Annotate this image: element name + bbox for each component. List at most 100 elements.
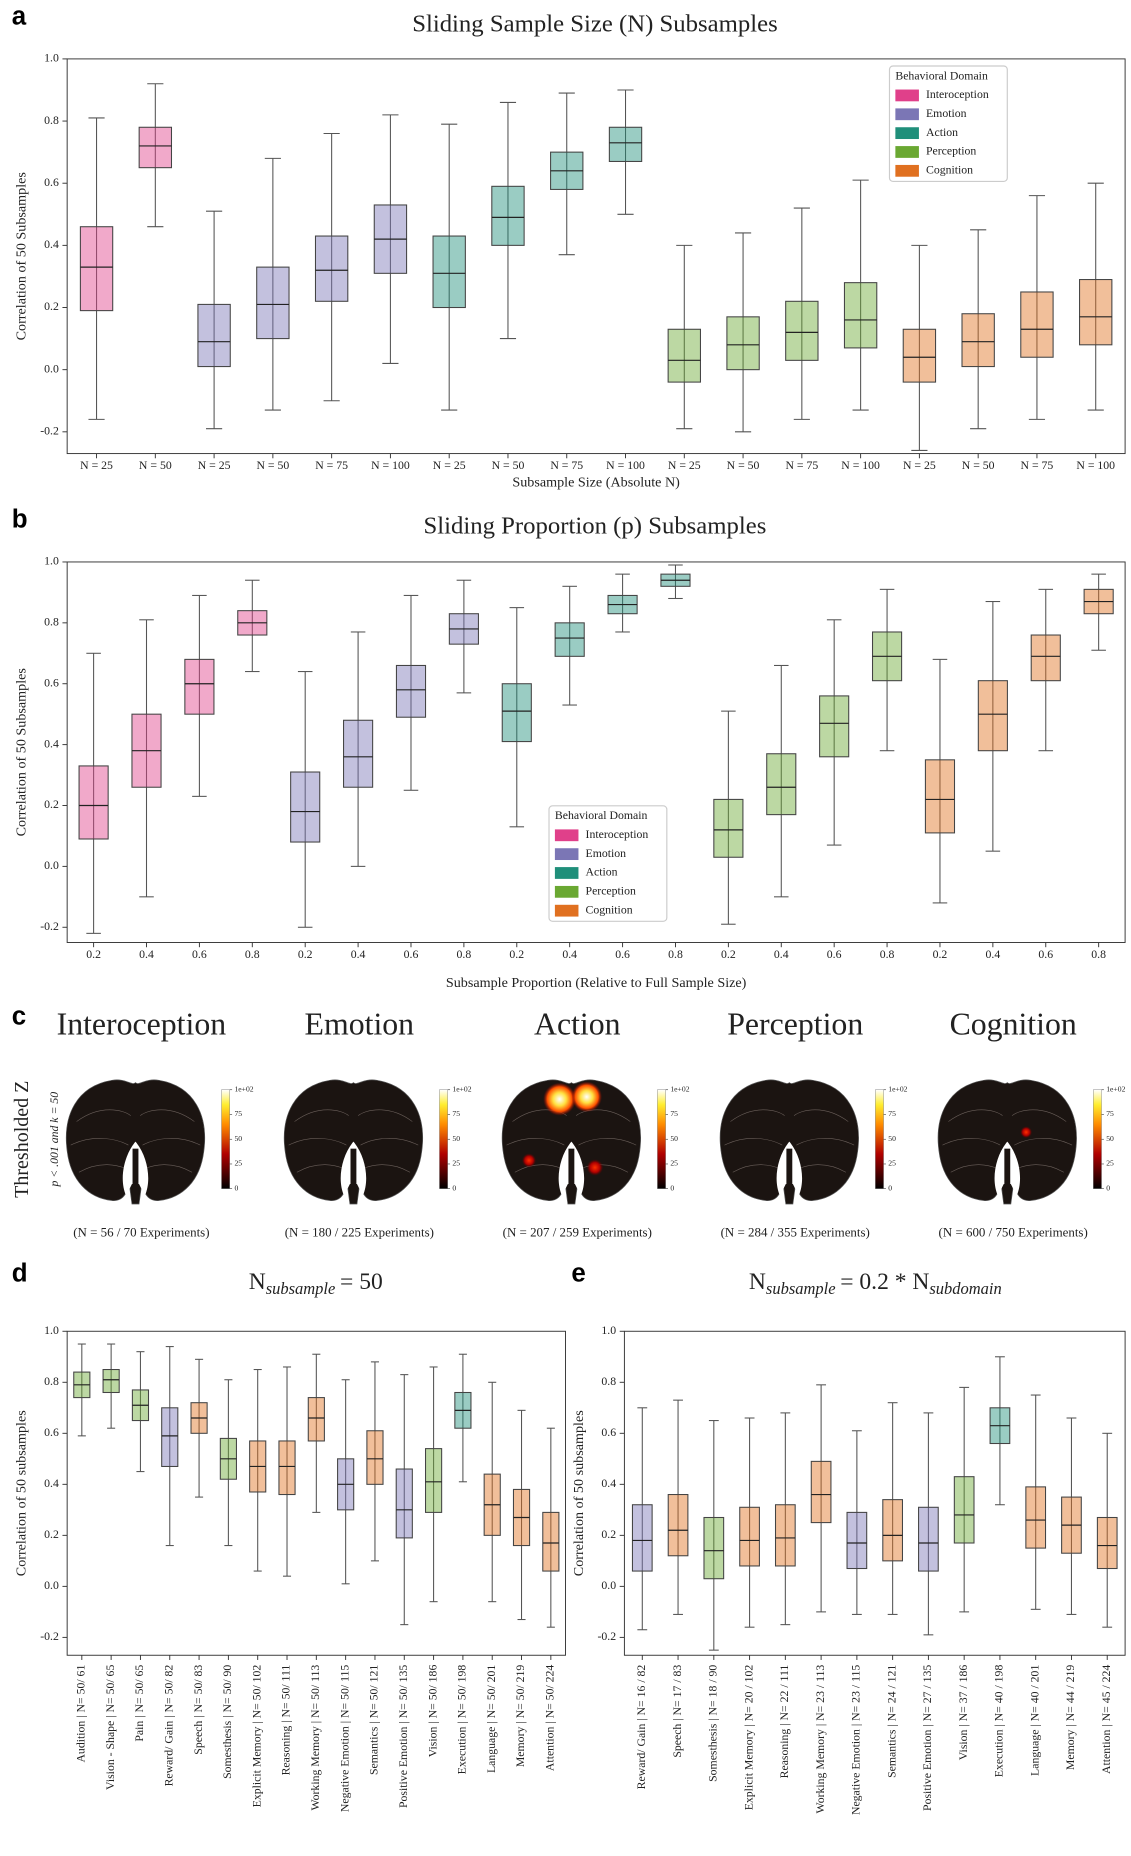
brain-contour xyxy=(798,1164,847,1173)
y-tick-label: 0.0 xyxy=(44,859,59,872)
x-tick-label: Reward/ Gain | N= 16 / 82 xyxy=(635,1665,648,1790)
box xyxy=(78,765,109,840)
box xyxy=(631,1504,653,1572)
colorbar-tick-label: 75 xyxy=(1106,1109,1114,1118)
x-tick-label: N = 25 xyxy=(198,459,231,472)
x-tick-label: N = 100 xyxy=(1076,459,1115,472)
x-tick-label: N = 75 xyxy=(315,459,348,472)
brain-contour xyxy=(76,1109,131,1122)
colorbar-tick-label: 0 xyxy=(1106,1183,1110,1192)
x-tick-label: 0.6 xyxy=(404,948,419,961)
box xyxy=(667,328,701,383)
box xyxy=(432,235,466,309)
x-tick-label: 0.2 xyxy=(509,948,524,961)
x-tick-label: 0.6 xyxy=(827,948,842,961)
title-part: N xyxy=(249,1270,266,1296)
x-axis-label: Subsample Size (Absolute N) xyxy=(512,474,680,490)
x-tick-label: 0.8 xyxy=(457,948,472,961)
brain-contour xyxy=(294,1109,349,1122)
box xyxy=(785,300,819,361)
brain-contour xyxy=(948,1109,1003,1122)
box xyxy=(197,303,231,368)
y-tick-label: 0.4 xyxy=(44,238,59,251)
box xyxy=(726,316,760,371)
box xyxy=(314,235,349,302)
y-tick-label: -0.2 xyxy=(40,920,59,933)
x-tick-label: N = 100 xyxy=(606,459,645,472)
legend-swatch xyxy=(895,127,919,140)
y-tick-label: 1.0 xyxy=(44,1324,59,1337)
x-axis-label: Subsample Proportion (Relative to Full S… xyxy=(446,975,747,991)
y-tick-label: 0.8 xyxy=(44,616,59,629)
y-tick-label: 0.2 xyxy=(44,798,59,811)
colorbar-tick-label: 1e+02 xyxy=(888,1085,907,1094)
legend-swatch xyxy=(895,108,919,121)
x-tick-label: N = 25 xyxy=(80,459,113,472)
x-tick-label: Somesthesis | N= 50/ 90 xyxy=(221,1665,234,1779)
box xyxy=(542,1511,560,1572)
box xyxy=(138,126,173,169)
box xyxy=(554,622,585,657)
brain-contour xyxy=(724,1138,783,1146)
panel-label: a xyxy=(12,3,27,31)
maps-y-label: Thresholded Z xyxy=(11,1081,33,1198)
panel-label: d xyxy=(12,1260,28,1288)
legend-title: Behavioral Domain xyxy=(555,809,648,822)
colorbar-tick-label: 50 xyxy=(1106,1134,1114,1143)
colorbar-tick-label: 25 xyxy=(888,1159,896,1168)
x-tick-label: N = 50 xyxy=(256,459,289,472)
x-tick-label: 0.8 xyxy=(245,948,260,961)
x-tick-label: Explicit Memory | N= 20 / 102 xyxy=(742,1665,755,1811)
map-caption: (N = 600 / 750 Experiments) xyxy=(939,1224,1088,1239)
brain-vermis xyxy=(786,1148,793,1203)
brain-contour xyxy=(296,1164,345,1173)
x-tick-label: Execution | N= 40 / 198 xyxy=(993,1665,1006,1778)
brain-contour xyxy=(357,1109,413,1122)
box xyxy=(810,1460,832,1524)
legend-label: Action xyxy=(586,866,618,879)
activation-blob xyxy=(543,1082,577,1116)
chart-title: Sliding Proportion (p) Subsamples xyxy=(424,512,767,539)
box xyxy=(161,1407,179,1468)
map-title: Action xyxy=(534,1007,621,1042)
x-tick-label: Reasoning | N= 50/ 111 xyxy=(280,1665,293,1776)
brain-contour xyxy=(1014,1138,1073,1146)
box xyxy=(79,226,114,312)
x-tick-label: N = 25 xyxy=(903,459,936,472)
map-caption: (N = 180 / 225 Experiments) xyxy=(285,1224,434,1239)
colorbar-tick-label: 50 xyxy=(452,1134,460,1143)
brain-contour xyxy=(142,1138,201,1146)
title-subscript: subsample xyxy=(766,1279,836,1298)
x-tick-label: 0.8 xyxy=(668,948,683,961)
box xyxy=(843,282,878,349)
box xyxy=(739,1506,760,1567)
colorbar-tick-label: 50 xyxy=(234,1134,242,1143)
panel-label: b xyxy=(12,506,28,534)
y-tick-label: 1.0 xyxy=(601,1324,616,1337)
box xyxy=(766,753,797,816)
x-tick-label: N = 75 xyxy=(1021,459,1054,472)
brain-contour xyxy=(70,1138,129,1146)
brain-map xyxy=(65,1079,205,1205)
x-tick-label: Language | N= 50/ 201 xyxy=(485,1665,498,1773)
x-tick-label: 0.4 xyxy=(351,948,366,961)
brain-contour xyxy=(950,1164,998,1173)
box xyxy=(307,1397,325,1442)
colorbar-tick-label: 0 xyxy=(452,1183,456,1192)
brain-contour xyxy=(506,1138,565,1146)
map-title: Cognition xyxy=(950,1007,1077,1042)
colorbar-tick-label: 50 xyxy=(670,1134,678,1143)
x-tick-label: 0.2 xyxy=(933,948,948,961)
y-tick-label: -0.2 xyxy=(40,425,59,438)
x-tick-label: 0.4 xyxy=(139,948,154,961)
title-part: = 0.2 * N xyxy=(840,1270,929,1296)
legend-swatch xyxy=(554,885,579,898)
title-part: N xyxy=(749,1270,766,1296)
map-title: Perception xyxy=(727,1007,863,1042)
legend-label: Action xyxy=(926,126,958,139)
box xyxy=(424,1448,443,1513)
brain-contour xyxy=(793,1109,849,1122)
box xyxy=(819,695,850,758)
x-tick-label: N = 25 xyxy=(668,459,701,472)
map-caption: (N = 207 / 259 Experiments) xyxy=(503,1224,652,1239)
